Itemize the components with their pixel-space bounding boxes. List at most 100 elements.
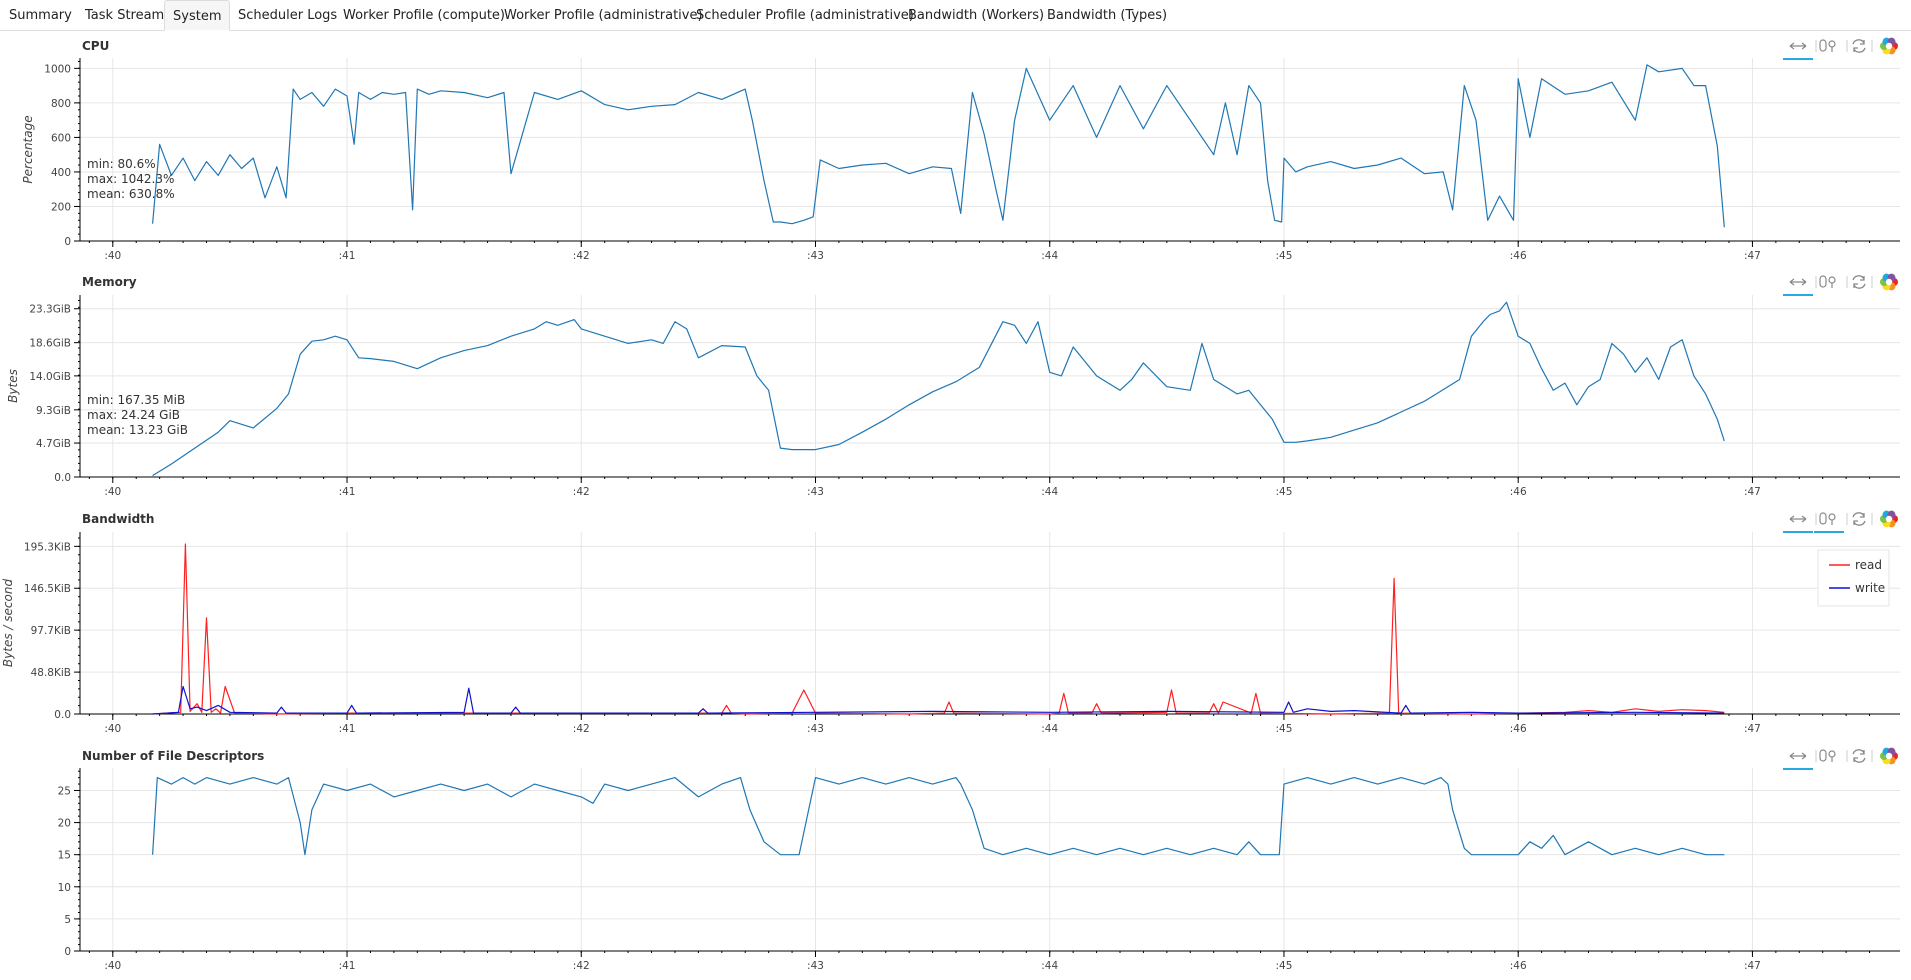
- y-tick-label: 20: [58, 818, 71, 830]
- x-tick-label: :43: [807, 486, 824, 498]
- x-tick-label: :44: [1041, 250, 1058, 262]
- x-tick-label: :40: [104, 250, 121, 262]
- legend-entry-read: read: [1855, 558, 1882, 572]
- pan-icon[interactable]: [1789, 752, 1807, 760]
- legend-box: [1817, 549, 1890, 607]
- x-tick-label: :46: [1510, 723, 1527, 735]
- pan-active-indicator: [1783, 294, 1813, 296]
- x-tick-label: :44: [1041, 723, 1058, 735]
- pan-active-indicator: [1783, 768, 1813, 770]
- memory-series-line: [152, 301, 1725, 477]
- reset-icon[interactable]: [1852, 275, 1866, 289]
- reset-icon[interactable]: [1852, 749, 1866, 763]
- x-tick-label: :42: [573, 250, 590, 262]
- cpu-chart: CPU 0 200 400 600 800 1000:40:41:42:43:44:45:4…: [21, 37, 1900, 262]
- y-tick-label: 4.7GiB: [36, 438, 71, 450]
- pan-icon[interactable]: [1789, 278, 1807, 286]
- wheel-zoom-icon[interactable]: [1819, 275, 1836, 288]
- bokeh-logo-icon[interactable]: [1880, 510, 1898, 528]
- bandwidth-series-read: [152, 543, 1725, 715]
- number-of-file-descriptors-chart: Number of File Descriptors 0 5 10 15 20 25:40:…: [58, 747, 1900, 972]
- y-tick-label: 0: [64, 236, 71, 248]
- bandwidth-chart: Bandwidth 0.0 48.8KiB 97.7KiB 146.5KiB 195.3K…: [1, 510, 1900, 735]
- x-tick-label: :45: [1276, 723, 1293, 735]
- wheel-zoom-icon[interactable]: [1819, 749, 1836, 762]
- tab-scheduler-profile-administrative[interactable]: Scheduler Profile (administrative): [696, 8, 914, 23]
- bandwidth-toolbar: [1783, 510, 1898, 533]
- x-tick-label: :47: [1744, 486, 1761, 498]
- number-of-file-descriptors-series-line: [152, 777, 1725, 856]
- x-tick-label: :45: [1276, 960, 1293, 972]
- x-tick-label: :43: [807, 723, 824, 735]
- bandwidth-grid: [80, 532, 1900, 715]
- wheel-zoom-icon[interactable]: [1819, 512, 1836, 525]
- stats-line: mean: 630.8%: [87, 187, 175, 201]
- pan-active-indicator: [1783, 58, 1813, 60]
- y-tick-label: 195.3KiB: [24, 541, 71, 553]
- y-tick-label: 0.0: [54, 709, 71, 721]
- y-tick-label: 800: [51, 98, 71, 110]
- bandwidth-series-write: [152, 685, 1725, 715]
- tab-summary[interactable]: Summary: [9, 8, 72, 23]
- tab-bar: Summary Task Stream System Scheduler Logs Wo…: [0, 0, 1911, 31]
- number-of-file-descriptors-toolbar: [1783, 747, 1898, 770]
- cpu-series-line: [152, 64, 1725, 228]
- x-tick-label: :40: [104, 486, 121, 498]
- wheel-zoom-active-indicator: [1814, 531, 1844, 533]
- y-tick-label: 600: [51, 132, 71, 144]
- bandwidth-chart-title: Bandwidth: [82, 512, 154, 526]
- stats-line: min: 80.6%: [87, 157, 156, 171]
- y-tick-label: 146.5KiB: [24, 583, 71, 595]
- x-tick-label: :40: [104, 960, 121, 972]
- tab-bandwidth-workers[interactable]: Bandwidth (Workers): [908, 8, 1045, 23]
- cpu-toolbar: [1783, 37, 1898, 60]
- x-tick-label: :47: [1744, 723, 1761, 735]
- bokeh-logo-icon[interactable]: [1880, 747, 1898, 765]
- y-tick-label: 15: [58, 850, 71, 862]
- tab-worker-profile-compute[interactable]: Worker Profile (compute): [343, 8, 505, 23]
- x-tick-label: :45: [1276, 250, 1293, 262]
- number-of-file-descriptors-chart-title: Number of File Descriptors: [82, 749, 264, 763]
- reset-icon[interactable]: [1852, 39, 1866, 53]
- x-tick-label: :42: [573, 486, 590, 498]
- bandwidth-y-axis-label: Bytes / second: [1, 579, 15, 668]
- x-tick-label: :47: [1744, 960, 1761, 972]
- stats-line: mean: 13.23 GiB: [87, 423, 188, 437]
- pan-icon[interactable]: [1789, 515, 1807, 523]
- x-tick-label: :47: [1744, 250, 1761, 262]
- tab-scheduler-logs[interactable]: Scheduler Logs: [238, 8, 338, 23]
- memory-y-axis-label: Bytes: [6, 369, 20, 403]
- tab-worker-profile-administrative[interactable]: Worker Profile (administrative): [504, 8, 703, 23]
- reset-icon[interactable]: [1852, 512, 1866, 526]
- tab-system[interactable]: System: [164, 0, 231, 31]
- y-tick-label: 48.8KiB: [31, 667, 71, 679]
- cpu-y-axis-label: Percentage: [21, 115, 35, 183]
- y-tick-label: 1000: [44, 63, 71, 75]
- cpu-chart-title: CPU: [82, 39, 109, 53]
- x-tick-label: :40: [104, 723, 121, 735]
- x-tick-label: :41: [339, 960, 356, 972]
- y-tick-label: 9.3GiB: [36, 405, 71, 417]
- x-tick-label: :41: [339, 250, 356, 262]
- x-tick-label: :42: [573, 960, 590, 972]
- y-tick-label: 400: [51, 167, 71, 179]
- y-tick-label: 10: [58, 882, 71, 894]
- bandwidth-legend: read write: [1817, 549, 1890, 607]
- x-tick-label: :41: [339, 723, 356, 735]
- memory-grid: [80, 295, 1900, 478]
- tab-task-stream[interactable]: Task Stream: [85, 8, 165, 23]
- memory-chart: Memory 0.0 4.7GiB 9.3GiB 14.0GiB 18.6GiB 23.3G…: [6, 273, 1900, 498]
- stats-line: max: 1042.3%: [87, 172, 174, 186]
- wheel-zoom-icon[interactable]: [1819, 39, 1836, 52]
- bokeh-logo-icon[interactable]: [1880, 37, 1898, 55]
- y-tick-label: 18.6GiB: [29, 338, 71, 350]
- x-tick-label: :46: [1510, 486, 1527, 498]
- bokeh-logo-icon[interactable]: [1880, 273, 1898, 291]
- stats-line: max: 24.24 GiB: [87, 408, 180, 422]
- y-tick-label: 97.7KiB: [31, 625, 71, 637]
- tab-bandwidth-types[interactable]: Bandwidth (Types): [1047, 8, 1168, 23]
- pan-active-indicator: [1783, 531, 1813, 533]
- y-tick-label: 25: [58, 785, 71, 797]
- pan-icon[interactable]: [1789, 42, 1807, 50]
